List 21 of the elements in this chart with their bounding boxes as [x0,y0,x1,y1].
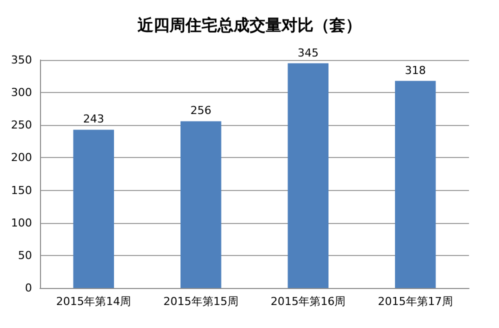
bar [395,80,436,288]
data-label: 318 [404,64,426,77]
chart-title: 近四周住宅总成交量对比（套） [136,16,362,34]
y-tick-label: 150 [11,184,32,197]
x-tick-label: 2015年第17周 [378,295,453,308]
data-label: 243 [83,112,104,126]
bar [180,121,222,288]
x-tick-label: 2015年第15周 [163,295,238,308]
y-tick-label: 200 [11,151,32,164]
y-tick-label: 50 [18,248,32,262]
y-tick-label: 100 [11,216,32,230]
y-tick-label: 300 [11,86,32,100]
x-tick-label: 2015年第14周 [56,295,132,308]
y-tick-label: 250 [11,118,32,132]
bar [288,63,329,288]
bar [73,130,114,288]
x-tick-label: 2015年第16周 [270,295,346,308]
y-tick-label: 0 [25,282,32,294]
data-label: 345 [298,46,319,60]
data-label: 256 [190,104,212,118]
y-tick-label: 350 [11,54,32,66]
